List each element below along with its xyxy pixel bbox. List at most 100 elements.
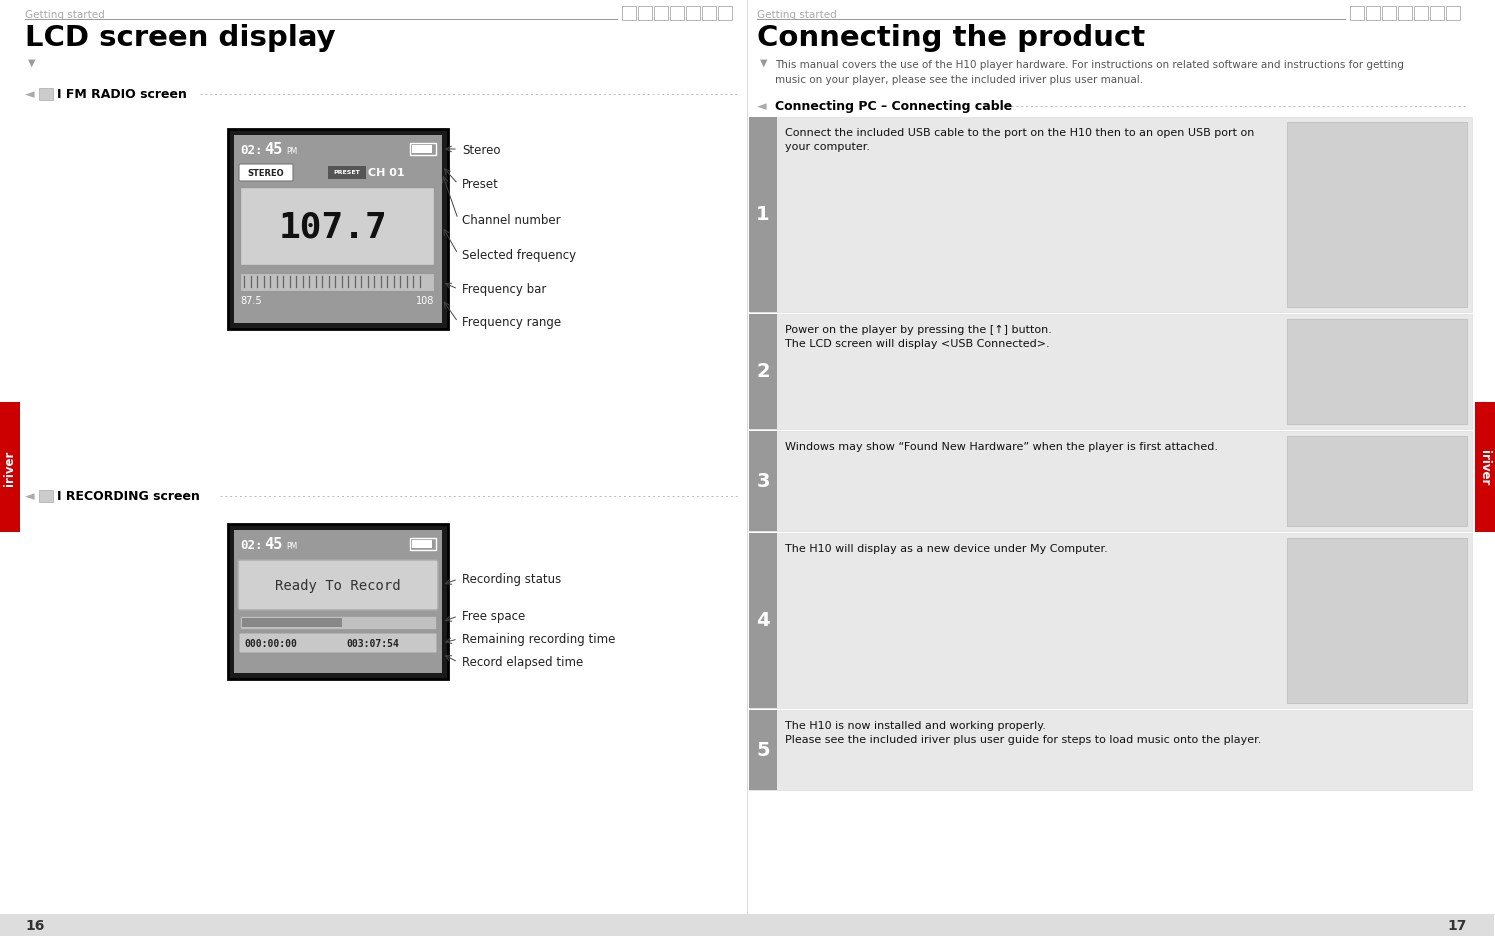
Text: Recording status: Recording status: [462, 573, 561, 586]
Text: Channel number: Channel number: [462, 213, 561, 227]
Text: LCD screen display: LCD screen display: [25, 24, 335, 51]
Text: PRESET: PRESET: [333, 170, 360, 175]
Text: Remaining recording time: Remaining recording time: [462, 633, 616, 646]
Text: ◄: ◄: [25, 88, 34, 101]
Bar: [1476, 402, 1495, 533]
Text: 2: 2: [756, 362, 770, 381]
Bar: [413, 540, 432, 548]
Text: Windows may show “Found New Hardware” when the player is first attached.: Windows may show “Found New Hardware” wh…: [785, 442, 1218, 451]
Bar: [229, 524, 448, 680]
Bar: [749, 710, 777, 790]
Text: PM: PM: [286, 147, 298, 155]
Bar: [0, 914, 748, 936]
Bar: [39, 490, 52, 503]
Bar: [241, 188, 434, 266]
Bar: [1350, 7, 1363, 21]
Bar: [749, 314, 777, 430]
Bar: [718, 7, 733, 21]
Text: Getting started: Getting started: [756, 10, 837, 20]
Bar: [241, 273, 434, 292]
Bar: [229, 130, 448, 329]
Text: 4: 4: [756, 611, 770, 630]
Text: The H10 will display as a new device under My Computer.: The H10 will display as a new device und…: [785, 544, 1108, 553]
Bar: [749, 710, 1473, 790]
Bar: [1366, 7, 1380, 21]
Bar: [327, 167, 366, 180]
Text: 000:00:00: 000:00:00: [244, 638, 298, 649]
Text: 02:: 02:: [241, 538, 263, 551]
Bar: [1446, 7, 1461, 21]
Text: 5: 5: [756, 740, 770, 760]
Bar: [39, 89, 52, 101]
Text: Getting started: Getting started: [25, 10, 105, 20]
Text: Free space: Free space: [462, 610, 525, 622]
Text: Record elapsed time: Record elapsed time: [462, 656, 583, 669]
Text: ▼: ▼: [759, 58, 767, 68]
Text: Stereo: Stereo: [462, 143, 501, 156]
Bar: [1414, 7, 1428, 21]
FancyBboxPatch shape: [238, 561, 438, 610]
FancyBboxPatch shape: [239, 634, 437, 653]
Text: Frequency range: Frequency range: [462, 316, 561, 329]
Bar: [410, 144, 437, 155]
Bar: [235, 531, 443, 673]
Bar: [1398, 7, 1411, 21]
Text: ◄: ◄: [25, 490, 34, 503]
Text: 16: 16: [25, 918, 45, 932]
Text: This manual covers the use of the H10 player hardware. For instructions on relat: This manual covers the use of the H10 pl…: [774, 60, 1404, 85]
Bar: [670, 7, 685, 21]
Text: STEREO: STEREO: [248, 168, 284, 177]
Text: ◄: ◄: [756, 100, 767, 113]
Text: 87.5: 87.5: [241, 296, 262, 306]
Text: I FM RADIO screen: I FM RADIO screen: [57, 88, 187, 101]
Bar: [241, 616, 437, 629]
Bar: [242, 619, 342, 627]
Text: 003:07:54: 003:07:54: [345, 638, 399, 649]
Bar: [1431, 7, 1444, 21]
Bar: [749, 314, 1473, 430]
Bar: [748, 914, 1494, 936]
Bar: [1287, 538, 1467, 703]
Text: 17: 17: [1447, 918, 1467, 932]
Bar: [638, 7, 652, 21]
Text: The H10 is now installed and working properly.
Please see the included iriver pl: The H10 is now installed and working pro…: [785, 720, 1262, 744]
Text: CH 01: CH 01: [368, 168, 404, 178]
Bar: [410, 538, 437, 550]
Text: 107.7: 107.7: [278, 210, 387, 243]
Bar: [749, 534, 777, 709]
Text: PM: PM: [286, 541, 298, 550]
Bar: [749, 431, 1473, 532]
Bar: [1287, 320, 1467, 425]
Text: 45: 45: [265, 536, 283, 551]
Text: Connect the included USB cable to the port on the H10 then to an open USB port o: Connect the included USB cable to the po…: [785, 128, 1254, 152]
Text: 45: 45: [265, 142, 283, 157]
Bar: [749, 118, 1473, 313]
Bar: [749, 118, 777, 313]
Text: Selected frequency: Selected frequency: [462, 248, 576, 261]
Text: ▼: ▼: [28, 58, 36, 68]
Text: 108: 108: [416, 296, 435, 306]
Bar: [1287, 123, 1467, 308]
FancyBboxPatch shape: [239, 165, 293, 182]
Text: iriver: iriver: [1479, 450, 1492, 485]
Bar: [749, 534, 1473, 709]
Text: Connecting PC – Connecting cable: Connecting PC – Connecting cable: [774, 100, 1012, 113]
Text: iriver: iriver: [3, 450, 16, 485]
Bar: [413, 146, 432, 154]
Bar: [749, 431, 777, 532]
Bar: [0, 402, 19, 533]
Bar: [703, 7, 716, 21]
Text: I RECORDING screen: I RECORDING screen: [57, 490, 200, 503]
Text: Frequency bar: Frequency bar: [462, 284, 546, 296]
Bar: [686, 7, 700, 21]
Text: 1: 1: [756, 205, 770, 225]
Bar: [653, 7, 668, 21]
Bar: [1381, 7, 1396, 21]
Text: 3: 3: [756, 472, 770, 491]
Bar: [235, 136, 443, 324]
Bar: [622, 7, 635, 21]
Text: Ready To Record: Ready To Record: [275, 578, 401, 592]
Text: 02:: 02:: [241, 144, 263, 157]
Text: Power on the player by pressing the [↑] button.
The LCD screen will display <USB: Power on the player by pressing the [↑] …: [785, 325, 1052, 349]
Text: Preset: Preset: [462, 179, 499, 191]
